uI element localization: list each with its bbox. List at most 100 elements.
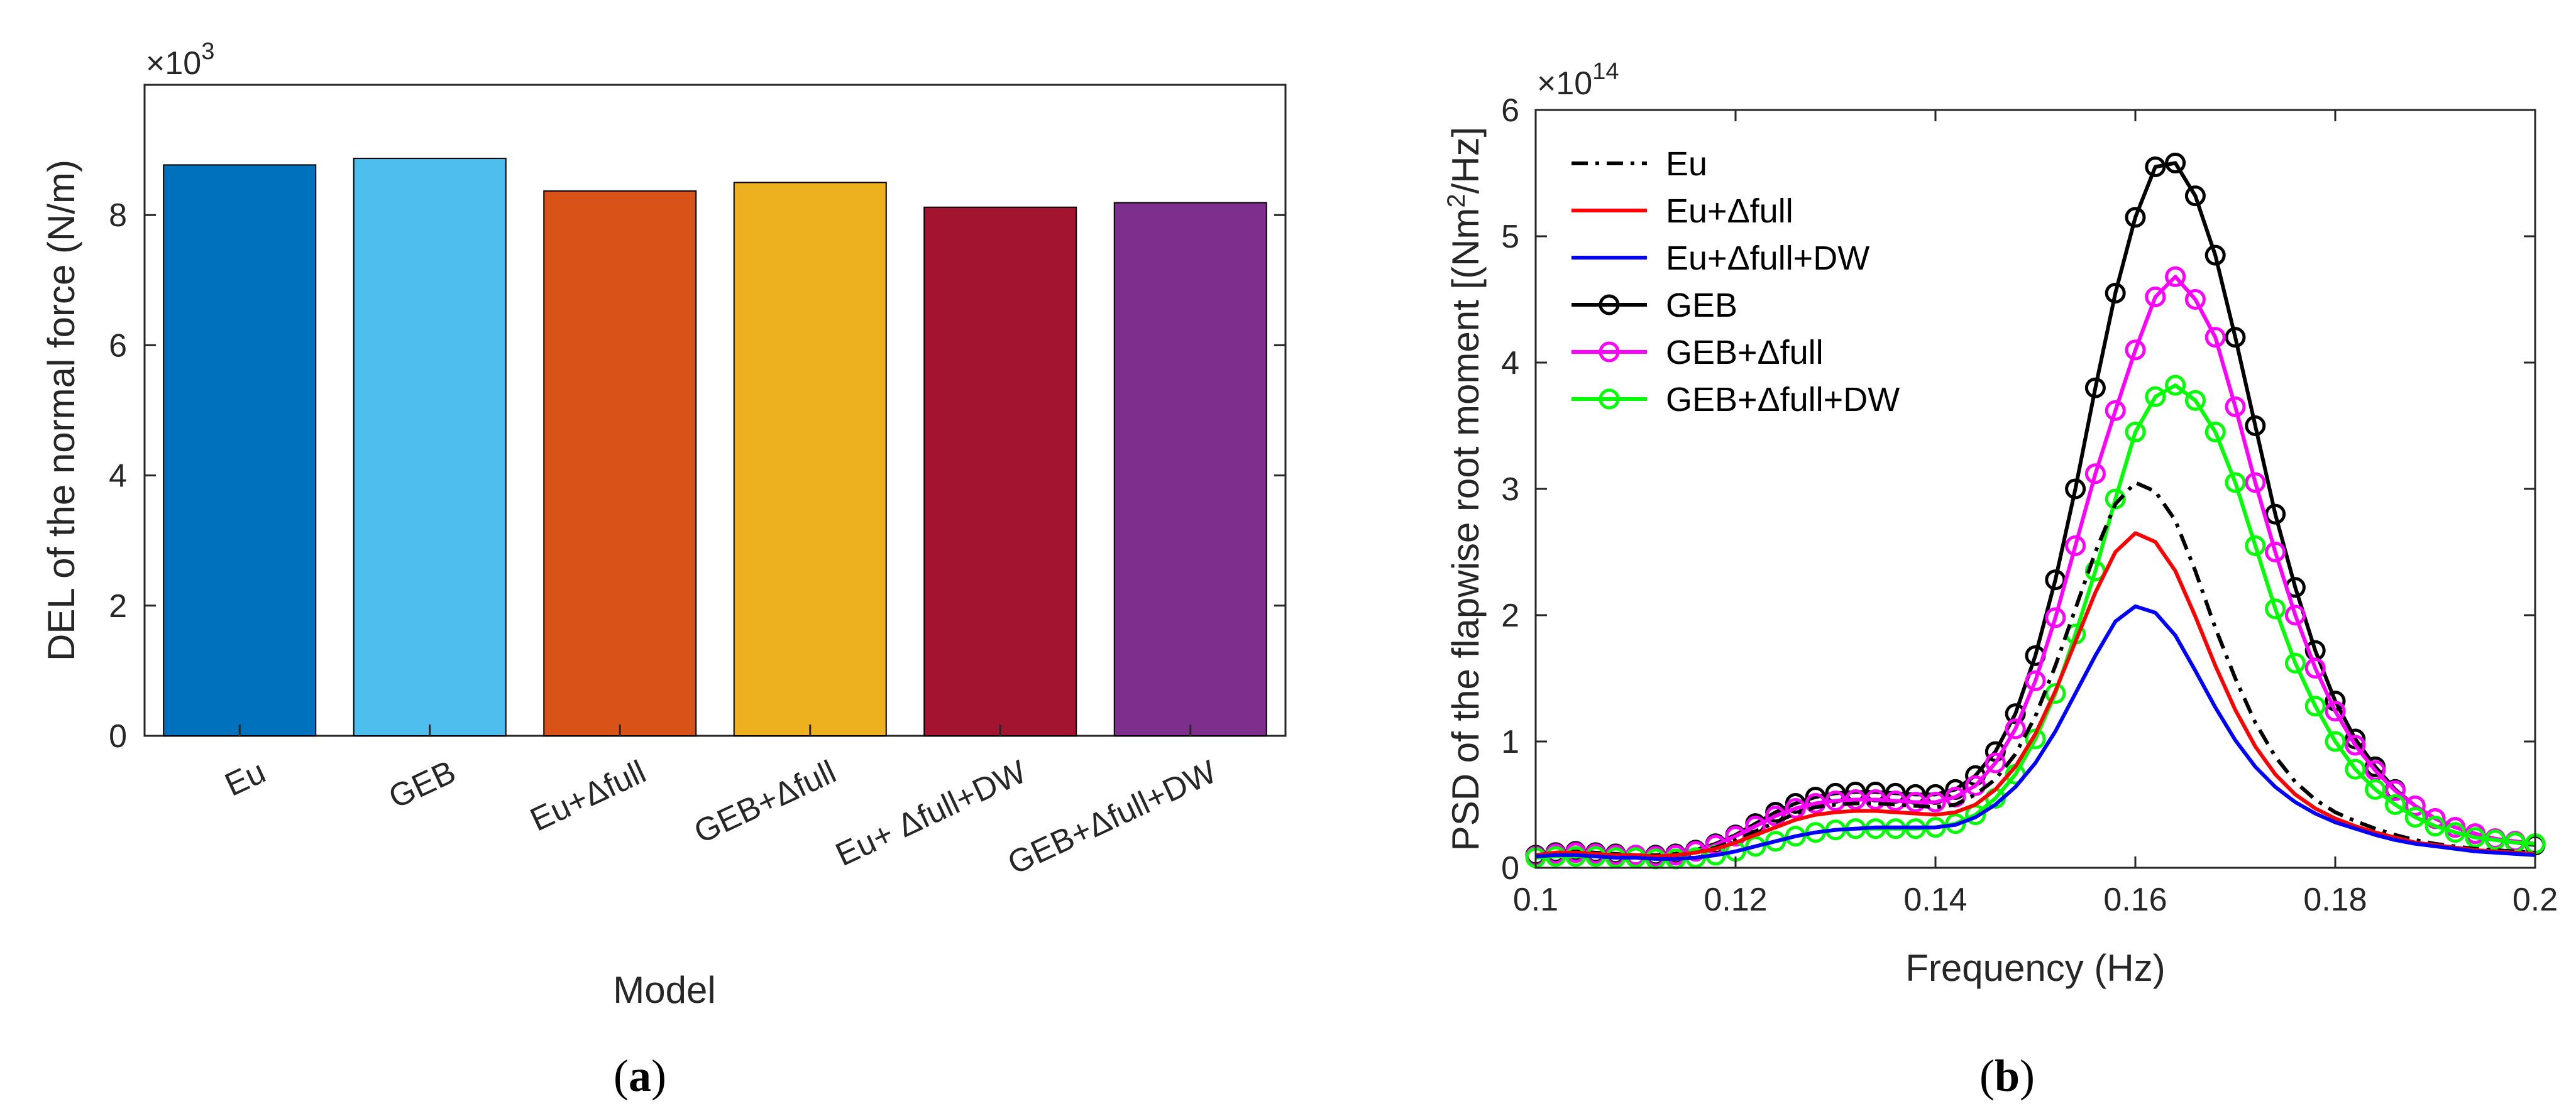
x-tick-label: 0.16 bbox=[2103, 882, 2167, 918]
series-marker bbox=[2145, 156, 2166, 177]
series-marker bbox=[1845, 789, 1866, 810]
series-marker bbox=[2165, 375, 2186, 396]
y-tick-label: 2 bbox=[109, 588, 127, 625]
line-chart-y-axis-label: PSD of the flapwise root moment [(Nm2/Hz… bbox=[1443, 127, 1487, 851]
series-marker bbox=[1925, 791, 1946, 812]
series-marker bbox=[2465, 827, 2486, 848]
series-marker bbox=[2184, 185, 2206, 207]
category-label: Eu bbox=[219, 753, 271, 803]
panel-b-line-chart: 0 1 2 3 4 5 6 0.1 0.12 0.14 0.16 0.18 0.2 Eu Eu+Δful… bbox=[1443, 58, 2558, 1101]
bar-chart-x-axis-label: Model bbox=[613, 969, 715, 1011]
legend-label: Eu+Δfull bbox=[1666, 192, 1793, 230]
y-tick-label: 4 bbox=[109, 458, 127, 495]
series-marker bbox=[2165, 266, 2186, 287]
series-marker bbox=[2125, 422, 2146, 443]
series-marker bbox=[2365, 779, 2386, 800]
series-marker bbox=[2204, 422, 2226, 443]
line-chart-series bbox=[1525, 152, 2546, 870]
series-marker bbox=[2105, 400, 2126, 421]
bar bbox=[1113, 202, 1267, 736]
y-tick-label: 1 bbox=[1501, 724, 1519, 760]
category-label: GEB+Δfull+DW bbox=[1002, 753, 1221, 882]
bar bbox=[543, 190, 697, 737]
series-marker bbox=[2425, 816, 2446, 837]
x-tick-label: 0.18 bbox=[2303, 882, 2367, 918]
series-marker bbox=[2245, 415, 2266, 436]
y-tick-label: 0 bbox=[109, 718, 127, 755]
category-label: GEB bbox=[383, 753, 461, 816]
series-marker bbox=[1805, 792, 1826, 814]
x-tick-label: 0.2 bbox=[2513, 882, 2558, 918]
series-marker bbox=[2284, 604, 2306, 626]
series-marker bbox=[1885, 790, 1906, 811]
y-tick-label: 0 bbox=[1501, 850, 1519, 887]
series-marker bbox=[1945, 813, 1966, 834]
y-tick-label: 6 bbox=[109, 327, 127, 364]
legend-label: GEB+Δfull+DW bbox=[1666, 381, 1900, 418]
series-marker bbox=[2225, 396, 2246, 417]
bar bbox=[923, 206, 1077, 736]
legend-marker bbox=[1599, 341, 1620, 363]
series-marker bbox=[2304, 657, 2326, 679]
series-marker bbox=[2265, 503, 2286, 525]
series-marker bbox=[1865, 789, 1886, 810]
line-chart-exponent-label: ×1014 bbox=[1537, 58, 1619, 102]
series-marker bbox=[2225, 327, 2246, 348]
series-marker bbox=[2304, 696, 2326, 717]
y-tick-label: 6 bbox=[1501, 92, 1519, 129]
series-line bbox=[1535, 531, 2536, 858]
series-marker bbox=[1765, 806, 1786, 827]
series-line bbox=[1535, 604, 2536, 861]
series-marker bbox=[2325, 731, 2346, 752]
bar-chart-y-axis-label: DEL of the normal force (N/m) bbox=[40, 160, 82, 661]
series-marker bbox=[2384, 780, 2406, 801]
y-tick-label: 5 bbox=[1501, 219, 1519, 255]
series-marker bbox=[1765, 831, 1786, 852]
series-marker bbox=[2084, 377, 2106, 398]
series-marker bbox=[2484, 829, 2506, 851]
legend-label: GEB+Δfull bbox=[1666, 334, 1824, 371]
category-label: GEB+Δfull bbox=[689, 753, 842, 851]
series-marker bbox=[2084, 463, 2106, 484]
series-marker bbox=[2204, 244, 2226, 266]
series-marker bbox=[1745, 836, 1766, 857]
series-marker bbox=[2125, 207, 2146, 228]
legend-label: GEB bbox=[1666, 287, 1737, 324]
series-marker bbox=[2125, 339, 2146, 361]
category-label: Eu+ Δfull+DW bbox=[830, 753, 1032, 873]
line-chart-x-axis-label: Frequency (Hz) bbox=[1905, 947, 2165, 989]
series-marker bbox=[2184, 390, 2206, 411]
line-chart-legend: Eu Eu+Δfull Eu+Δfull+DW GEB GEB+Δfull GEB+Δfu… bbox=[1571, 145, 1900, 418]
y-tick-label: 3 bbox=[1501, 471, 1519, 508]
x-tick-label: 0.12 bbox=[1704, 882, 1767, 918]
series-marker bbox=[2404, 807, 2426, 828]
line-chart-x-ticks: 0.1 0.12 0.14 0.16 0.18 0.2 bbox=[1513, 110, 2558, 918]
category-label: Eu+Δfull bbox=[525, 753, 651, 838]
panel-a-caption: (a) bbox=[614, 1051, 666, 1101]
series-marker bbox=[2065, 535, 2086, 556]
line-chart-y-ticks: 0 1 2 3 4 5 6 bbox=[1501, 92, 2535, 887]
series-marker bbox=[2005, 703, 2026, 725]
series-marker bbox=[1785, 798, 1806, 819]
series-marker bbox=[2284, 652, 2306, 674]
bar-chart-axes-box bbox=[143, 84, 1287, 737]
series-marker bbox=[2145, 386, 2166, 407]
bar bbox=[163, 164, 317, 737]
x-tick-label: 0.14 bbox=[1903, 882, 1967, 918]
bar-chart-exponent-label: ×103 bbox=[146, 38, 214, 82]
series-marker bbox=[2065, 478, 2086, 500]
legend-marker bbox=[1599, 388, 1620, 410]
legend-marker bbox=[1599, 294, 1620, 315]
series-marker bbox=[2225, 472, 2246, 493]
series-marker bbox=[2204, 327, 2226, 348]
y-tick-label: 8 bbox=[109, 197, 127, 234]
bar bbox=[733, 182, 887, 736]
series-marker bbox=[1905, 791, 1926, 812]
bar-chart-y-ticks: 0 2 4 6 8 bbox=[109, 197, 1285, 755]
series-marker bbox=[1984, 752, 2006, 774]
y-tick-label: 2 bbox=[1501, 598, 1519, 634]
series-marker bbox=[2025, 670, 2046, 692]
